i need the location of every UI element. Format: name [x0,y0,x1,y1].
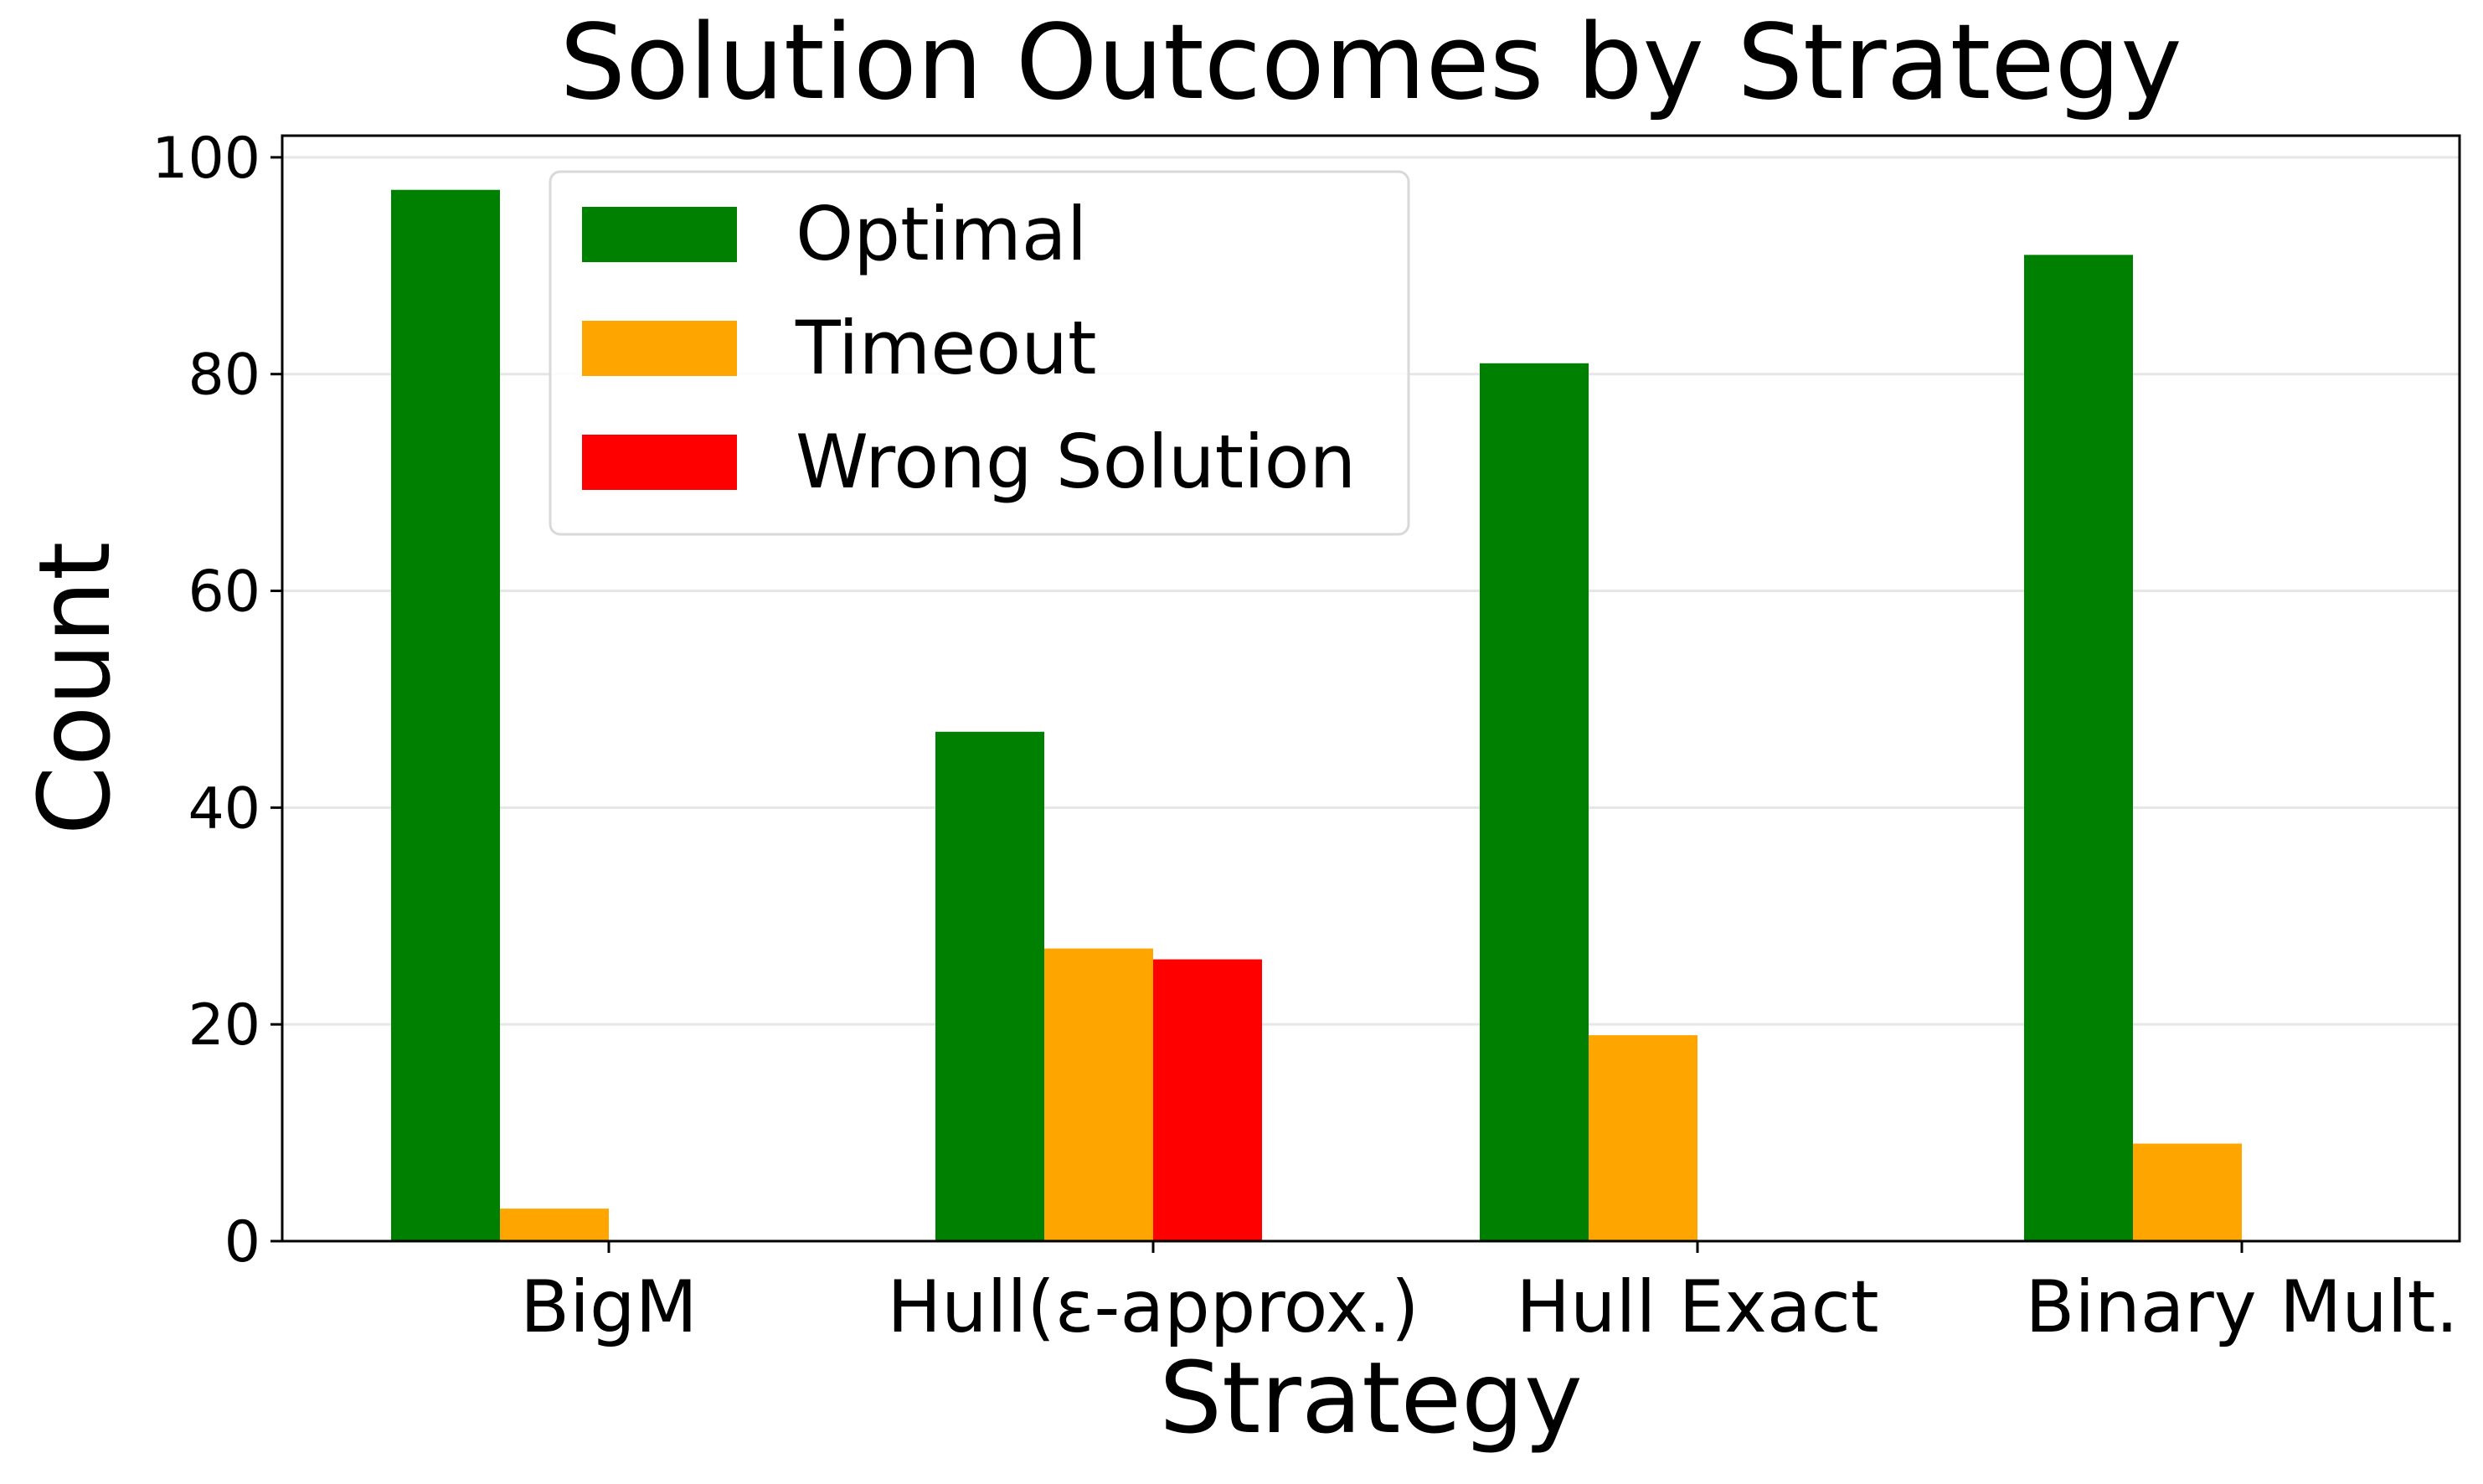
bar-optimal [935,731,1044,1241]
bars [391,189,2242,1242]
y-tick-label: 20 [188,992,260,1059]
bar-timeout [500,1208,609,1241]
x-tick-label: Hull(ε-approx.) [887,1265,1419,1349]
y-tick-label: 100 [152,126,260,192]
y-tick-label: 0 [224,1209,260,1275]
x-axis-label: Strategy [1159,1340,1583,1456]
legend-box [549,170,1410,536]
bar-wrong-solution [1153,959,1262,1241]
legend-label: Optimal [796,191,1087,277]
legend-label: Timeout [795,305,1096,391]
legend-swatch [582,435,737,490]
x-tick-label: Binary Mult. [2025,1265,2458,1349]
chart-title: Solution Outcomes by Strategy [559,3,2182,123]
x-tick-label: BigM [520,1265,698,1349]
x-tick-label: Hull Exact [1516,1265,1878,1349]
legend-label: Wrong Solution [796,419,1356,505]
bar-timeout [1589,1035,1697,1241]
legend-swatch [582,207,737,262]
legend: Optimal Timeout Wrong Solution [549,170,1410,536]
y-tick-label: 60 [188,559,260,626]
y-ticks: 0 20 40 60 80 100 [152,126,282,1275]
plot-frame [281,134,2461,1243]
y-tick-label: 80 [188,343,260,409]
y-axis-label: Count [17,542,132,835]
x-ticks: BigM Hull(ε-approx.) Hull Exact Binary Mult… [520,1241,2459,1349]
bar-timeout [1044,948,1153,1241]
legend-swatch [582,321,737,376]
bar-optimal [2024,255,2133,1242]
bar-timeout [2133,1143,2242,1241]
bar-optimal [1480,363,1589,1242]
bar-optimal [391,189,500,1241]
y-tick-label: 40 [188,775,260,842]
